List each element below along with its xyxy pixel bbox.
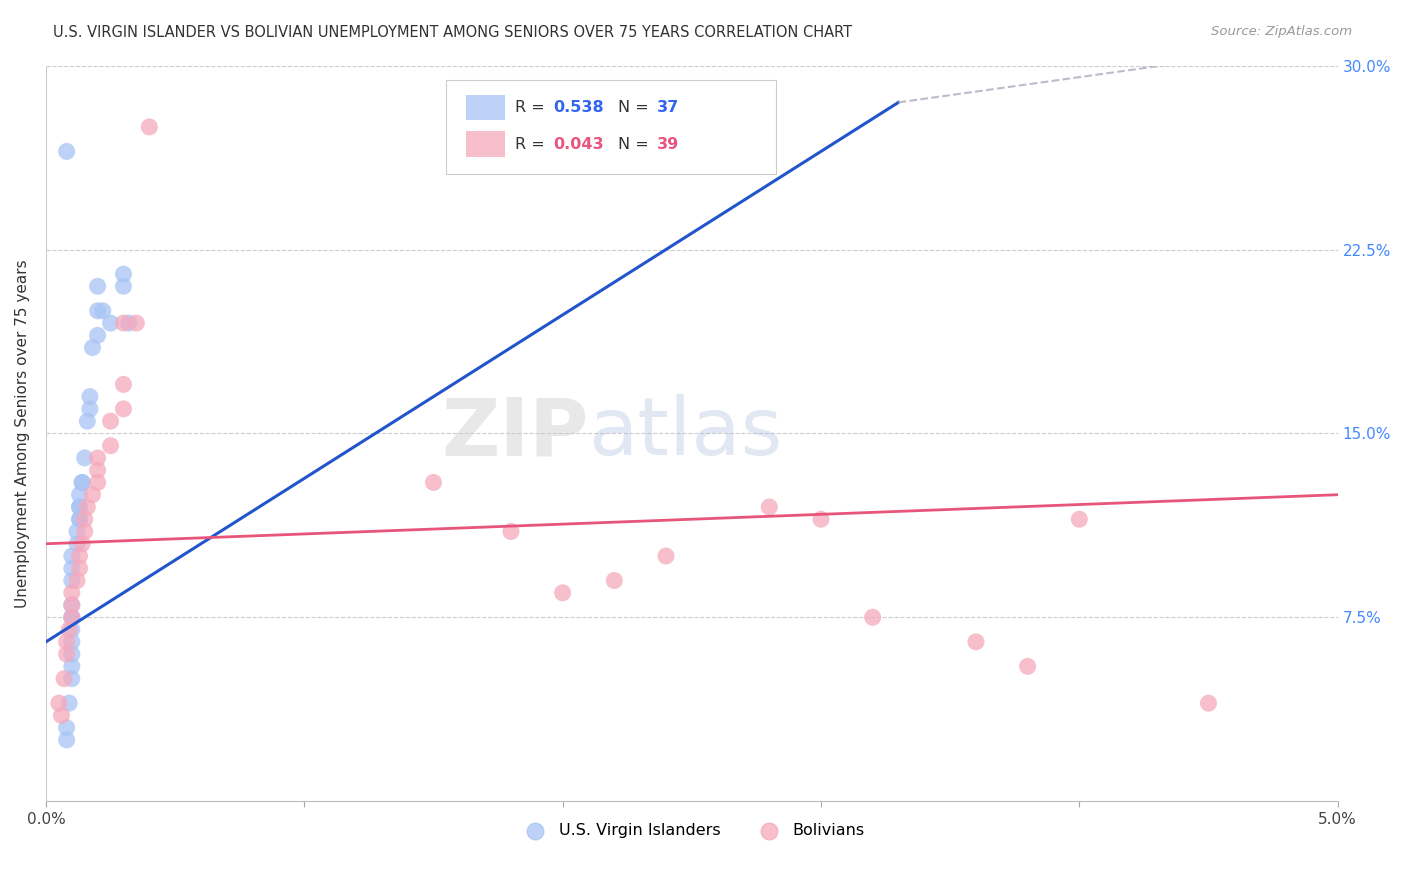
- Point: [60, 549, 83, 563]
- Point: [655, 549, 678, 563]
- Point: [551, 586, 574, 600]
- Point: [117, 316, 139, 330]
- Point: [1198, 696, 1220, 710]
- Point: [60, 561, 83, 575]
- Point: [79, 401, 101, 416]
- Text: 39: 39: [657, 136, 679, 152]
- Point: [60, 659, 83, 673]
- Point: [76, 414, 98, 428]
- Point: [138, 120, 160, 134]
- Point: [55, 733, 77, 747]
- Point: [60, 610, 83, 624]
- Point: [69, 549, 91, 563]
- Point: [758, 500, 780, 514]
- Point: [100, 316, 122, 330]
- Point: [862, 610, 884, 624]
- Point: [69, 512, 91, 526]
- Point: [69, 561, 91, 575]
- Point: [112, 279, 135, 293]
- Point: [60, 647, 83, 661]
- Point: [70, 537, 93, 551]
- Point: [55, 145, 77, 159]
- Point: [91, 303, 114, 318]
- Point: [66, 524, 89, 539]
- Point: [55, 647, 77, 661]
- Point: [112, 401, 135, 416]
- Text: Source: ZipAtlas.com: Source: ZipAtlas.com: [1212, 25, 1353, 38]
- Point: [112, 377, 135, 392]
- Point: [100, 414, 122, 428]
- Point: [58, 696, 80, 710]
- Point: [73, 450, 96, 465]
- Text: 0.538: 0.538: [554, 100, 605, 115]
- Point: [53, 672, 76, 686]
- Point: [965, 635, 987, 649]
- Point: [86, 328, 108, 343]
- Point: [51, 708, 73, 723]
- Point: [1017, 659, 1039, 673]
- Point: [76, 500, 98, 514]
- Point: [70, 475, 93, 490]
- Y-axis label: Unemployment Among Seniors over 75 years: Unemployment Among Seniors over 75 years: [15, 259, 30, 607]
- Point: [810, 512, 832, 526]
- Text: ZIP: ZIP: [441, 394, 589, 473]
- Legend: U.S. Virgin Islanders, Bolivians: U.S. Virgin Islanders, Bolivians: [513, 817, 870, 845]
- Point: [60, 598, 83, 612]
- Point: [112, 316, 135, 330]
- Point: [69, 500, 91, 514]
- Point: [603, 574, 626, 588]
- Point: [60, 623, 83, 637]
- Text: R =: R =: [515, 100, 550, 115]
- Point: [58, 623, 80, 637]
- Point: [60, 610, 83, 624]
- Point: [69, 500, 91, 514]
- Point: [60, 598, 83, 612]
- Point: [86, 303, 108, 318]
- Point: [55, 635, 77, 649]
- Point: [422, 475, 444, 490]
- Point: [86, 279, 108, 293]
- Point: [82, 488, 104, 502]
- Point: [112, 267, 135, 281]
- Text: R =: R =: [515, 136, 550, 152]
- Point: [70, 475, 93, 490]
- Point: [82, 341, 104, 355]
- Point: [60, 586, 83, 600]
- FancyBboxPatch shape: [446, 80, 776, 175]
- Point: [73, 512, 96, 526]
- Point: [499, 524, 522, 539]
- Point: [86, 463, 108, 477]
- Point: [60, 574, 83, 588]
- Point: [60, 635, 83, 649]
- Point: [60, 610, 83, 624]
- Point: [79, 390, 101, 404]
- Point: [48, 696, 70, 710]
- Text: N =: N =: [619, 100, 654, 115]
- Point: [73, 524, 96, 539]
- Point: [66, 537, 89, 551]
- Point: [1069, 512, 1091, 526]
- Text: N =: N =: [619, 136, 654, 152]
- Point: [69, 488, 91, 502]
- Text: 37: 37: [657, 100, 679, 115]
- Text: 0.043: 0.043: [554, 136, 605, 152]
- Bar: [465, 131, 505, 157]
- Point: [66, 574, 89, 588]
- Point: [125, 316, 148, 330]
- Point: [100, 439, 122, 453]
- Point: [69, 512, 91, 526]
- Point: [86, 450, 108, 465]
- Point: [86, 475, 108, 490]
- Point: [55, 721, 77, 735]
- Bar: [465, 95, 505, 120]
- Point: [60, 672, 83, 686]
- Text: U.S. VIRGIN ISLANDER VS BOLIVIAN UNEMPLOYMENT AMONG SENIORS OVER 75 YEARS CORREL: U.S. VIRGIN ISLANDER VS BOLIVIAN UNEMPLO…: [53, 25, 852, 40]
- Text: atlas: atlas: [589, 394, 783, 473]
